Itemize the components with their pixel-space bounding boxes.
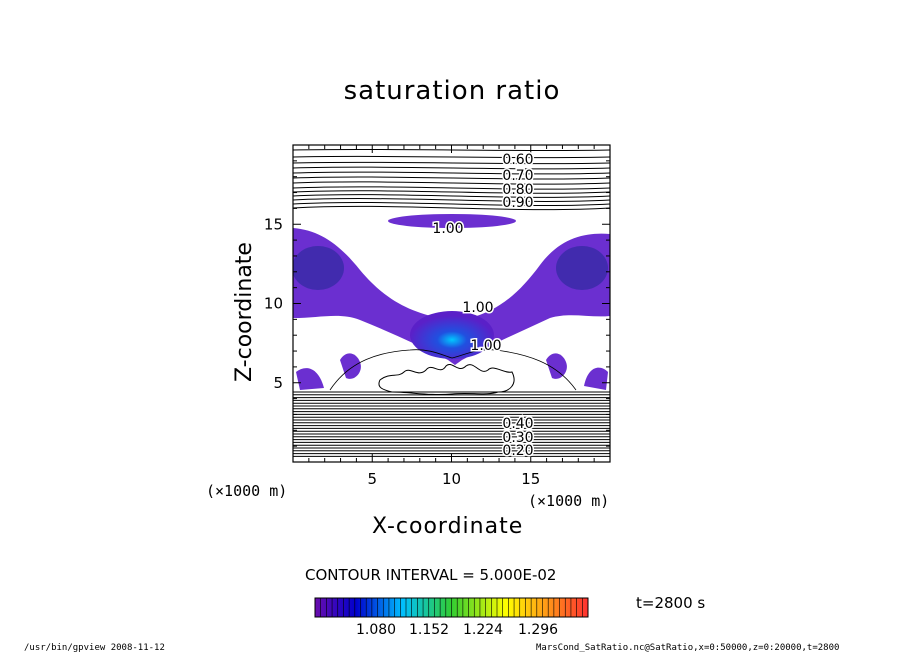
contour-line [293, 447, 610, 449]
contour-line [293, 427, 610, 430]
x-tick-label: 15 [521, 470, 540, 488]
contour-line [293, 181, 610, 185]
contour-line [293, 450, 610, 452]
contour-lines [293, 148, 610, 458]
contour-label: 0.40 [502, 416, 533, 432]
contour-line [293, 148, 610, 152]
footer-left: /usr/bin/gpview 2008-11-12 [24, 643, 165, 653]
contour-line [293, 422, 610, 424]
colorbar-tick-label: 1.224 [463, 622, 504, 638]
plot-area [293, 148, 610, 458]
contour-line [293, 441, 610, 444]
contour-label: 0.60 [502, 152, 533, 168]
x-tick-label: 10 [442, 470, 461, 488]
chart-title: saturation ratio [343, 76, 561, 106]
contour-label: 0.20 [502, 443, 533, 459]
y-axis-label: Z-coordinate [232, 242, 257, 382]
contour-line [293, 402, 610, 404]
contour-line [293, 394, 610, 396]
contour-line [293, 424, 610, 427]
left-lobe-core [293, 246, 344, 290]
contour-line [293, 205, 610, 211]
contour-label: 0.80 [502, 182, 533, 198]
contour-line [293, 419, 610, 421]
axis-tick-labels: 5 10 15 5 10 15 [264, 215, 540, 488]
contour-line [293, 455, 610, 458]
axis-ticks [293, 145, 610, 462]
colorbar-tick-label: 1.296 [518, 622, 559, 638]
patch-left [296, 368, 324, 390]
contour-line [293, 433, 610, 435]
contour-line [293, 186, 610, 190]
contour-line [293, 444, 610, 446]
dome-contour [329, 349, 577, 391]
contour-line [293, 405, 610, 407]
patch-right [584, 367, 608, 390]
contour-labels: 0.600.700.800.90 1.00 1.00 1.00 0.200.300.40 [431, 151, 535, 461]
contour-label: 0.90 [502, 195, 533, 211]
footer-right: MarsCond_SatRatio.nc@SatRatio,x=0:50000,… [536, 643, 840, 653]
contour-label: 0.30 [502, 430, 533, 446]
patch-mid-left [340, 353, 361, 379]
central-core [410, 311, 494, 359]
contour-label: 1.00 [462, 300, 493, 316]
colorbar-dividers [320, 598, 583, 617]
contour-line [293, 161, 610, 165]
y-tick-label: 15 [264, 215, 283, 233]
contour-line [293, 436, 610, 438]
contour-interval-label: CONTOUR INTERVAL = 5.000E-02 [305, 566, 557, 584]
upper-band [388, 214, 516, 228]
contour-line [293, 190, 610, 194]
colorbar-tick-label: 1.152 [409, 622, 450, 638]
contour-line [293, 176, 610, 180]
x-axis-label: X-coordinate [372, 514, 524, 539]
y-unit-label: (×1000 m) [528, 492, 610, 510]
contour-line [293, 171, 610, 175]
contour-line [293, 413, 610, 416]
contour-line [293, 410, 610, 413]
contour-line [293, 194, 610, 198]
contour-line [293, 399, 610, 402]
right-lobe-core [556, 246, 608, 290]
x-tick-label: 5 [367, 470, 377, 488]
turbulent-contour [378, 364, 515, 396]
y-tick-label: 10 [264, 295, 283, 313]
contour-label: 1.00 [432, 221, 463, 237]
contour-line [293, 438, 610, 441]
contour-line [293, 166, 610, 170]
contour-line [293, 452, 610, 455]
contour-line [293, 416, 610, 418]
contour-line [293, 201, 610, 207]
contour-line [293, 430, 610, 432]
time-label: t=2800 s [636, 594, 706, 612]
patch-mid-right [546, 353, 567, 379]
y-tick-label: 5 [273, 374, 283, 392]
contour-line [293, 198, 610, 202]
contour-line [293, 396, 610, 399]
contour-line [293, 155, 610, 159]
contour-line [293, 391, 610, 393]
x-unit-label: (×1000 m) [206, 482, 288, 500]
contour-line [293, 408, 610, 410]
contour-label: 0.70 [502, 168, 533, 184]
colorbar-tick-label: 1.080 [356, 622, 397, 638]
contour-label: 1.00 [470, 338, 501, 354]
